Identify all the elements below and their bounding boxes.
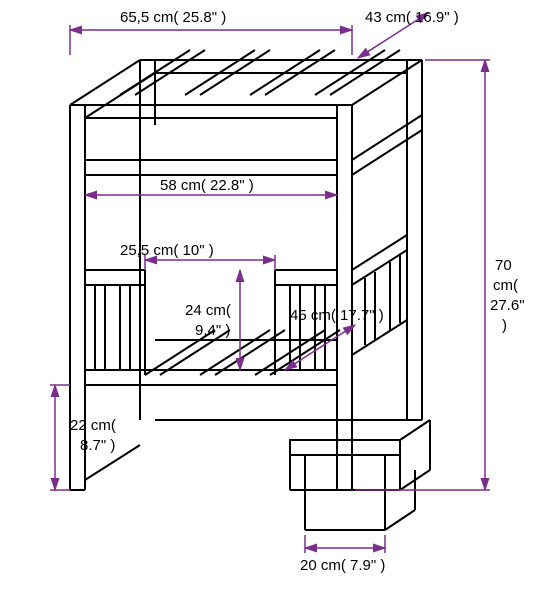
label-opening-height-2: 9.4" ) bbox=[195, 322, 230, 339]
label-total-height-2: cm( bbox=[493, 277, 518, 294]
label-opening-width: 25,5 cm( 10" ) bbox=[120, 242, 214, 259]
label-total-height-3: 27.6" bbox=[490, 297, 525, 314]
label-floor-height-2: 8.7" ) bbox=[80, 437, 115, 454]
label-total-height-1: 70 bbox=[495, 257, 512, 274]
label-opening-height-1: 24 cm( bbox=[185, 302, 231, 319]
label-depth-top: 43 cm( 16.9" ) bbox=[365, 9, 459, 26]
label-inner-depth: 45 cm( 17.7" ) bbox=[290, 307, 384, 324]
label-step-width: 20 cm( 7.9" ) bbox=[300, 557, 385, 574]
label-inner-width: 58 cm( 22.8" ) bbox=[160, 177, 254, 194]
dimension-lines bbox=[50, 13, 490, 553]
furniture-structure bbox=[70, 50, 430, 530]
label-floor-height-1: 22 cm( bbox=[70, 417, 116, 434]
dimension-diagram: 65,5 cm( 25.8" ) 43 cm( 16.9" ) 58 cm( 2… bbox=[0, 0, 547, 600]
label-total-height-4: ) bbox=[502, 317, 507, 334]
label-width-top: 65,5 cm( 25.8" ) bbox=[120, 9, 226, 26]
